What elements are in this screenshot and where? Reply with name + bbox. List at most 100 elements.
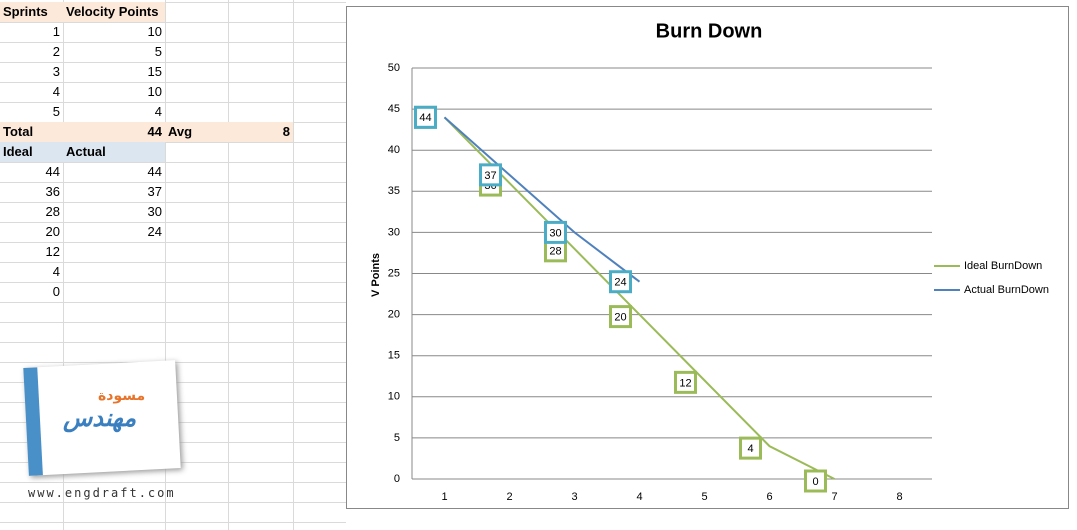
cell: 44 [45, 164, 60, 179]
grid-row [0, 22, 346, 23]
y-tick-label: 25 [388, 267, 400, 279]
grid-row [0, 162, 346, 163]
data-label: 24 [614, 277, 626, 289]
cell: 20 [45, 224, 60, 239]
logo-url: www.engdraft.com [28, 486, 176, 500]
x-tick-label: 1 [441, 491, 447, 503]
data-label-box [609, 305, 632, 329]
data-label-box [414, 105, 437, 129]
grid-row [0, 342, 346, 343]
cell: 24 [147, 224, 162, 239]
y-tick-label: 0 [394, 473, 400, 485]
chart-frame [346, 6, 1069, 509]
cell: 0 [52, 284, 60, 299]
y-tick-label: 15 [388, 350, 400, 362]
cell: 12 [45, 244, 60, 259]
data-label: 20 [614, 312, 626, 324]
data-label-box [479, 163, 502, 187]
cell: 4 [52, 264, 60, 279]
grid-row [0, 82, 346, 83]
x-tick-label: 3 [571, 491, 577, 503]
legend-label: Actual BurnDown [964, 284, 1049, 296]
chart-title: Burn Down [656, 20, 763, 42]
cell: Velocity Points [63, 2, 165, 22]
x-tick-label: 2 [506, 491, 512, 503]
cell: 15 [147, 64, 162, 79]
cell: 44 [147, 164, 162, 179]
cell: Total [0, 122, 63, 142]
grid-row [0, 182, 346, 183]
grid-row [0, 42, 346, 43]
logo: مسودة مهندس [18, 360, 181, 480]
cell: 44 [63, 122, 165, 142]
cell: 5 [52, 104, 60, 119]
grid-row [0, 522, 346, 523]
cell: 8 [228, 122, 293, 142]
data-label: 0 [812, 476, 818, 488]
data-label: 37 [484, 170, 496, 182]
y-tick-label: 10 [388, 391, 400, 403]
cell: 37 [147, 184, 162, 199]
x-tick-label: 7 [831, 491, 837, 503]
grid-row [0, 322, 346, 323]
grid-row [0, 242, 346, 243]
data-label-box [674, 370, 697, 394]
data-label: 12 [679, 377, 691, 389]
cell: 2 [52, 44, 60, 59]
grid-row [0, 2, 346, 3]
cell: 4 [52, 84, 60, 99]
grid-col [165, 0, 166, 530]
cell: 10 [147, 24, 162, 39]
grid-col [63, 0, 64, 530]
series-line [443, 116, 835, 480]
cell: 36 [45, 184, 60, 199]
data-label: 44 [419, 112, 431, 124]
grid-row [0, 102, 346, 103]
cell: Actual [63, 142, 165, 162]
cell: Avg [165, 122, 228, 142]
y-tick-label: 40 [388, 144, 400, 156]
grid-row [0, 282, 346, 283]
cell: 30 [147, 204, 162, 219]
grid-row [0, 222, 346, 223]
grid-row [0, 482, 346, 483]
cell: 5 [154, 44, 162, 59]
data-label-box [609, 270, 632, 294]
logo-text: مسودة [98, 388, 146, 404]
grid-col [293, 0, 294, 530]
x-tick-label: 4 [636, 491, 642, 503]
cell: Ideal [0, 142, 63, 162]
x-tick-label: 6 [766, 491, 772, 503]
cell: 28 [45, 204, 60, 219]
logo-text: مهندس [63, 404, 137, 432]
legend-label: Ideal BurnDown [964, 260, 1042, 272]
chart: Burn Down V Points 051015202530354045501… [346, 6, 1069, 509]
grid-row [0, 142, 346, 143]
grid-row [0, 302, 346, 303]
y-tick-label: 35 [388, 185, 400, 197]
y-tick-label: 30 [388, 226, 400, 238]
cell: 1 [52, 24, 60, 39]
data-label-box [544, 220, 567, 244]
data-label: 4 [747, 443, 753, 455]
x-tick-label: 5 [701, 491, 707, 503]
y-tick-label: 20 [388, 309, 400, 321]
series-line [443, 116, 641, 283]
grid-row [0, 62, 346, 63]
y-axis-label: V Points [370, 253, 382, 297]
grid-row [0, 202, 346, 203]
cell: Sprints [0, 2, 63, 22]
cell: 10 [147, 84, 162, 99]
y-tick-label: 50 [388, 62, 400, 74]
data-label: 30 [549, 227, 561, 239]
grid-row [0, 262, 346, 263]
x-tick-label: 8 [896, 491, 902, 503]
y-tick-label: 45 [388, 103, 400, 115]
grid-row [0, 502, 346, 503]
data-label-box [804, 469, 827, 493]
data-label: 28 [549, 246, 561, 258]
cell: 3 [52, 64, 60, 79]
cell: 4 [154, 104, 162, 119]
y-tick-label: 5 [394, 432, 400, 444]
